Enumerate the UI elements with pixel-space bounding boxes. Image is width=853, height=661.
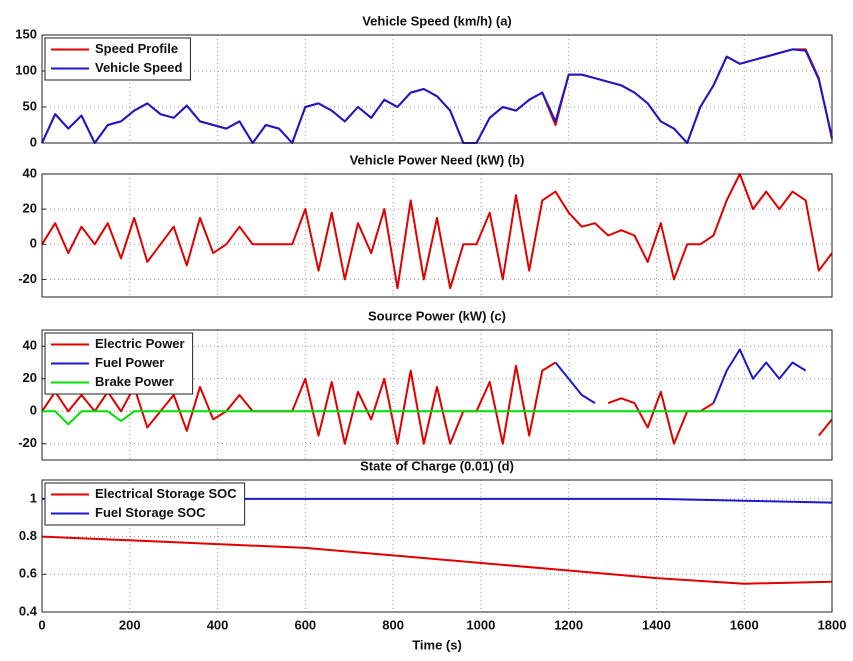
plot-frame bbox=[41, 329, 833, 461]
y-tick-label: 0 bbox=[30, 134, 37, 149]
legend-label: Speed Profile bbox=[95, 41, 178, 56]
y-tick-label: 0.4 bbox=[19, 603, 38, 618]
x-tick-label: 1200 bbox=[554, 617, 583, 632]
series-line bbox=[554, 348, 807, 404]
legend-box bbox=[44, 37, 191, 81]
x-tick-label: 200 bbox=[119, 617, 141, 632]
x-tick-label: 1600 bbox=[730, 617, 759, 632]
y-tick-label: -20 bbox=[18, 435, 37, 450]
subplot: Vehicle Speed (km/h) (a) 0 50 100 150 Speed P… bbox=[15, 13, 833, 149]
chart-title: Vehicle Speed (km/h) (a) bbox=[362, 13, 512, 28]
legend: Electrical Storage SOC Fuel Storage SOC bbox=[44, 482, 246, 526]
x-tick-label: 1800 bbox=[818, 617, 847, 632]
chart-title: State of Charge (0.01) (d) bbox=[360, 458, 514, 473]
plot-area bbox=[42, 174, 832, 297]
subplot: State of Charge (0.01) (d) 0.4 0.6 0.8 1 0 200… bbox=[19, 458, 847, 652]
series-line bbox=[41, 535, 833, 585]
series-line bbox=[41, 48, 833, 144]
legend-label: Fuel Power bbox=[95, 355, 164, 370]
series-line bbox=[42, 410, 832, 426]
y-tick-label: 0 bbox=[30, 403, 37, 418]
y-tick-label: 50 bbox=[23, 98, 37, 113]
y-tick-label: 0 bbox=[30, 236, 37, 251]
legend-box bbox=[44, 482, 246, 526]
legend: Electric Power Fuel Power Brake Power bbox=[44, 332, 194, 395]
y-tick-label: 0.8 bbox=[19, 528, 37, 543]
legend-label: Fuel Storage SOC bbox=[95, 505, 206, 520]
y-tick-label: 0.6 bbox=[19, 566, 37, 581]
series-line bbox=[41, 173, 833, 290]
legend: Speed Profile Vehicle Speed bbox=[44, 37, 191, 81]
legend-label: Electric Power bbox=[95, 336, 185, 351]
legend-label: Vehicle Speed bbox=[95, 60, 182, 75]
y-tick-label: 20 bbox=[23, 201, 37, 216]
x-tick-label: 600 bbox=[294, 617, 316, 632]
y-tick-label: -20 bbox=[18, 271, 37, 286]
plot-frame bbox=[41, 479, 833, 613]
y-tick-label: 40 bbox=[23, 165, 37, 180]
subplot: Source Power (kW) (c) -20 0 20 40 Electric Po… bbox=[18, 308, 833, 461]
y-tick-label: 20 bbox=[23, 370, 37, 385]
chart-title: Source Power (kW) (c) bbox=[368, 308, 506, 323]
y-tick-label: 150 bbox=[15, 26, 37, 41]
x-tick-label: 1000 bbox=[466, 617, 495, 632]
chart-title: Vehicle Power Need (kW) (b) bbox=[350, 152, 525, 167]
x-tick-label: 400 bbox=[207, 617, 229, 632]
x-tick-label: 800 bbox=[382, 617, 404, 632]
y-tick-label: 1 bbox=[30, 490, 37, 505]
plot-frame bbox=[41, 34, 833, 144]
x-tick-label: 0 bbox=[38, 617, 45, 632]
x-tick-label: 1400 bbox=[642, 617, 671, 632]
y-tick-label: 100 bbox=[15, 62, 37, 77]
legend-label: Brake Power bbox=[95, 374, 174, 389]
subplot: Vehicle Power Need (kW) (b) -20 0 20 40 bbox=[18, 152, 833, 298]
x-axis-label: Time (s) bbox=[412, 637, 462, 652]
y-tick-label: 40 bbox=[23, 338, 37, 353]
legend-label: Electrical Storage SOC bbox=[95, 486, 237, 501]
plot-frame bbox=[41, 173, 833, 298]
